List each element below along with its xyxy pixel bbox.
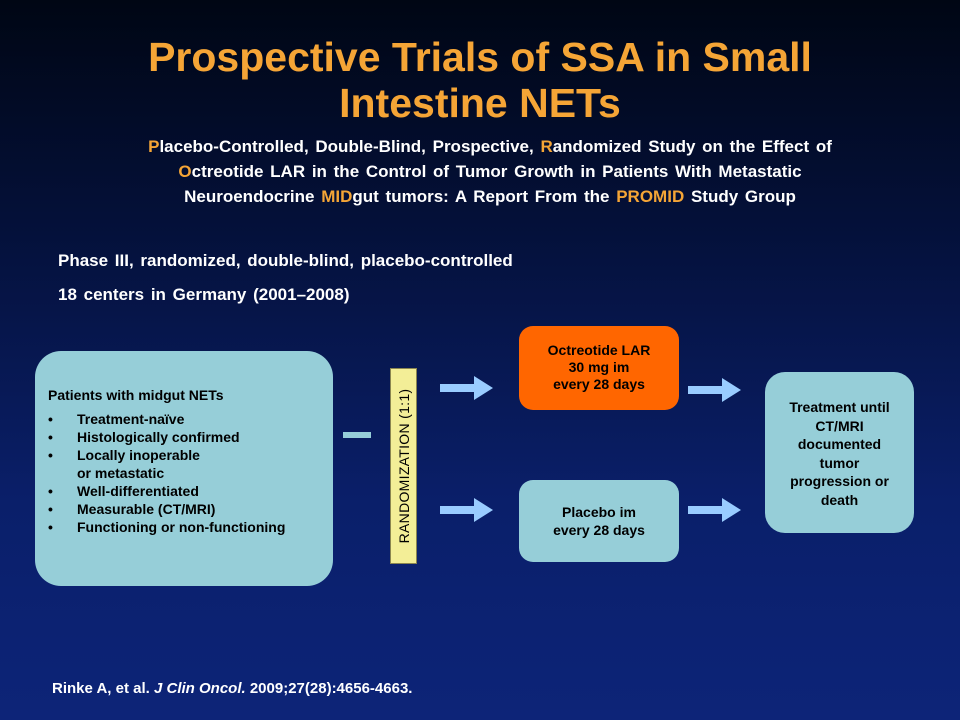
- treatment-line: progression or: [790, 473, 889, 489]
- criteria-item-line: Locally inoperable: [77, 447, 200, 463]
- subtitle-text: Neuroendocrine: [184, 187, 322, 206]
- subtitle-text: Study Group: [684, 187, 796, 206]
- study-design-text: Phase III, randomized, double-blind, pla…: [58, 251, 513, 270]
- patients-header: Patients with midgut NETs: [48, 387, 224, 403]
- randomization-bar: RANDOMIZATION (1:1): [390, 368, 417, 564]
- criteria-item: Treatment-naïve: [48, 410, 333, 428]
- subtitle-highlight: O: [178, 162, 192, 181]
- subtitle-text: ctreotide LAR in the Control of Tumor Gr…: [191, 162, 802, 181]
- criteria-item: Well-differentiated: [48, 482, 333, 500]
- subtitle-text: gut tumors: A Report From the: [352, 187, 617, 206]
- criteria-list: Treatment-naïve Histologically confirmed…: [48, 410, 333, 536]
- octreotide-arm-box: Octreotide LAR 30 mg im every 28 days: [519, 326, 679, 410]
- citation-journal: J Clin Oncol.: [153, 680, 246, 697]
- title-line-2: Intestine NETs: [339, 80, 621, 126]
- placebo-line: Placebo im: [562, 504, 636, 520]
- minus-connector: [343, 432, 371, 438]
- criteria-item: Locally inoperable or metastatic: [48, 446, 333, 482]
- criteria-item-line: or metastatic: [77, 465, 165, 481]
- arrow-right-icon: [688, 378, 741, 402]
- criteria-item: Functioning or non-functioning: [48, 518, 333, 536]
- citation-details: 2009;27(28):4656-4663.: [245, 680, 413, 697]
- subtitle-highlight: P: [148, 137, 160, 156]
- placebo-arm-box: Placebo im every 28 days: [519, 480, 679, 562]
- subtitle-line-3: Neuroendocrine MIDgut tumors: A Report F…: [60, 184, 920, 209]
- treatment-line: Treatment until: [789, 399, 890, 415]
- criteria-item: Histologically confirmed: [48, 428, 333, 446]
- subtitle-highlight: PROMID: [616, 187, 685, 206]
- arrow-right-icon: [440, 498, 493, 522]
- treatment-line: death: [820, 491, 859, 508]
- randomization-label: RANDOMIZATION (1:1): [395, 388, 412, 544]
- title-line-1: Prospective Trials of SSA in Small: [148, 34, 812, 80]
- subtitle-highlight: R: [540, 137, 553, 156]
- octreotide-line: 30 mg im: [568, 359, 630, 375]
- subtitle-line-2: Octreotide LAR in the Control of Tumor G…: [60, 159, 920, 184]
- arrow-right-icon: [688, 498, 741, 522]
- study-subtitle: Placebo-Controlled, Double-Blind, Prospe…: [60, 134, 920, 209]
- octreotide-line: Octreotide LAR: [547, 342, 651, 358]
- treatment-line: tumor: [819, 454, 860, 471]
- subtitle-text: andomized Study on the Effect of: [552, 137, 832, 156]
- arrow-right-icon: [440, 376, 493, 400]
- study-centers-text: 18 centers in Germany (2001–2008): [58, 285, 350, 304]
- treatment-box: Treatment until CT/MRI documented tumor …: [765, 372, 914, 533]
- subtitle-text: lacebo-Controlled, Double-Blind, Prospec…: [159, 137, 541, 156]
- subtitle-highlight: MID: [321, 187, 353, 206]
- treatment-line: CT/MRI: [815, 417, 864, 434]
- patients-box: Patients with midgut NETs Treatment-naïv…: [35, 351, 333, 586]
- citation: Rinke A, et al. J Clin Oncol. 2009;27(28…: [52, 680, 412, 697]
- subtitle-line-1: Placebo-Controlled, Double-Blind, Prospe…: [60, 134, 920, 159]
- treatment-line: documented: [797, 436, 882, 452]
- citation-authors: Rinke A, et al.: [52, 680, 154, 697]
- placebo-line: every 28 days: [553, 522, 645, 538]
- slide-title: Prospective Trials of SSA in Small Intes…: [0, 34, 960, 126]
- octreotide-line: every 28 days: [553, 376, 645, 392]
- criteria-item: Measurable (CT/MRI): [48, 500, 333, 518]
